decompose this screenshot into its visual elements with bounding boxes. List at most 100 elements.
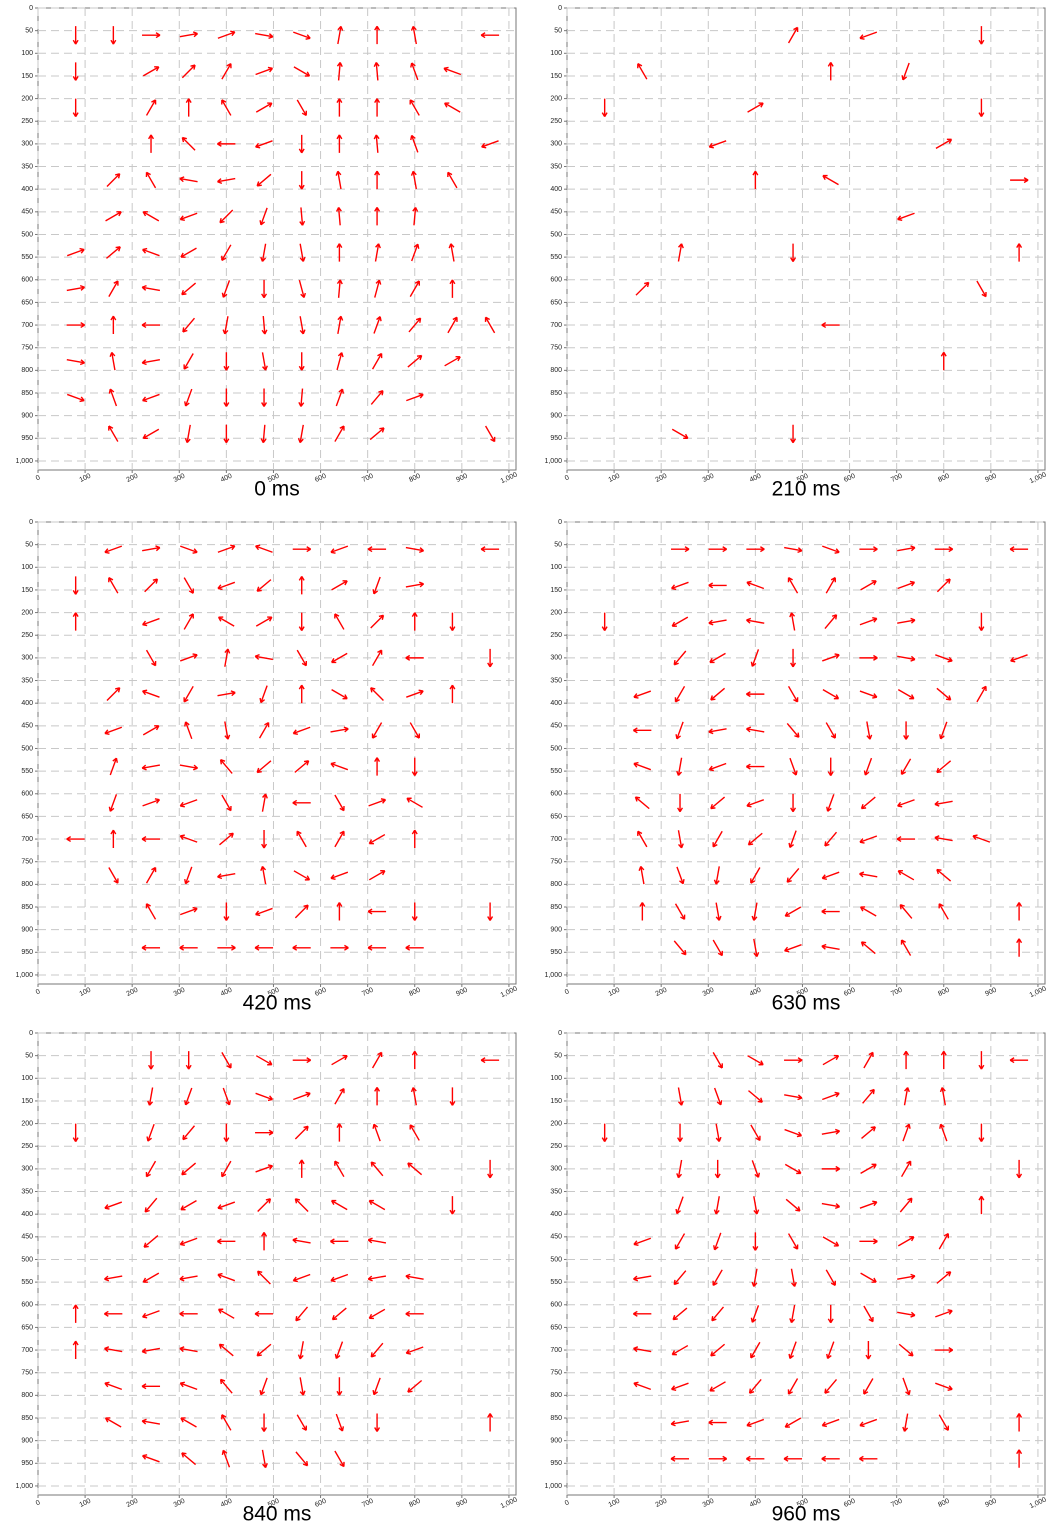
y-tick-label: 600 bbox=[550, 1302, 562, 1309]
vector-arrow bbox=[671, 428, 689, 440]
vector-arrow bbox=[601, 1123, 608, 1143]
vector-arrow bbox=[66, 836, 85, 843]
vector-arrow bbox=[217, 616, 235, 627]
vector-arrow bbox=[935, 1382, 953, 1391]
y-tick-label: 500 bbox=[550, 231, 562, 238]
y-tick-label: 400 bbox=[550, 1211, 562, 1218]
vector-arrow bbox=[142, 1310, 160, 1319]
vector-arrow bbox=[866, 721, 873, 740]
vector-arrow bbox=[750, 649, 760, 667]
vector-arrow bbox=[405, 1346, 424, 1355]
vector-arrow bbox=[145, 171, 157, 189]
vector-arrow bbox=[293, 870, 311, 881]
vector-arrow bbox=[746, 726, 765, 733]
vector-arrow bbox=[374, 98, 381, 117]
vector-arrow bbox=[104, 1275, 123, 1282]
vector-arrow bbox=[821, 1418, 840, 1428]
x-tick-label: 500 bbox=[796, 987, 810, 998]
y-tick-label: 250 bbox=[550, 632, 562, 639]
vector-arrow bbox=[181, 64, 196, 79]
vector-arrow bbox=[330, 871, 349, 880]
x-tick-label: 900 bbox=[984, 473, 998, 484]
vector-arrow bbox=[821, 322, 840, 329]
x-tick-label: 900 bbox=[455, 987, 469, 998]
vector-arrow bbox=[223, 388, 230, 407]
vector-arrow bbox=[330, 652, 348, 664]
vector-arrow bbox=[822, 689, 840, 700]
x-tick-label: 200 bbox=[655, 1498, 669, 1509]
vector-arrow bbox=[372, 1123, 381, 1142]
vector-arrow bbox=[487, 1413, 494, 1432]
x-tick-label: 400 bbox=[220, 987, 234, 998]
vector-arrow bbox=[180, 545, 198, 554]
vector-arrow bbox=[784, 546, 803, 554]
vector-arrow bbox=[217, 177, 236, 185]
vector-arrow bbox=[709, 1381, 726, 1392]
vector-arrow bbox=[934, 546, 954, 553]
vector-arrow bbox=[334, 425, 345, 442]
x-tick-label: 400 bbox=[749, 1498, 763, 1509]
vector-arrow bbox=[141, 1347, 161, 1354]
y-tick-label: 550 bbox=[550, 254, 562, 261]
vector-arrow bbox=[373, 316, 382, 334]
x-tick-label: 600 bbox=[843, 987, 857, 998]
vector-arrow bbox=[976, 685, 987, 703]
vector-arrow bbox=[789, 757, 798, 776]
vector-arrow bbox=[179, 1346, 198, 1353]
vector-arrow bbox=[141, 1383, 161, 1390]
vector-arrow bbox=[671, 1382, 689, 1391]
x-tick-label: 500 bbox=[267, 473, 281, 484]
y-tick-label: 50 bbox=[554, 1052, 562, 1059]
vector-arrow bbox=[978, 1051, 985, 1070]
vector-arrow bbox=[108, 388, 118, 407]
vector-arrow bbox=[821, 908, 840, 915]
vector-arrow bbox=[859, 654, 878, 661]
vector-arrow bbox=[72, 26, 79, 45]
vector-arrow bbox=[180, 1417, 197, 1428]
y-tick-label: 850 bbox=[550, 904, 562, 911]
vector-arrow bbox=[480, 546, 500, 553]
y-tick-label: 950 bbox=[21, 949, 33, 956]
vector-arrow bbox=[936, 868, 952, 882]
vector-arrow bbox=[179, 1237, 198, 1247]
vector-arrow bbox=[1016, 902, 1023, 921]
vector-arrow bbox=[106, 246, 121, 259]
vector-arrow bbox=[183, 577, 194, 594]
vector-arrow bbox=[746, 617, 765, 624]
y-tick-label: 200 bbox=[550, 1120, 562, 1127]
vector-arrow bbox=[410, 170, 418, 190]
vector-arrow bbox=[66, 322, 86, 329]
vector-arrow bbox=[217, 581, 236, 591]
vector-arrow bbox=[145, 903, 157, 920]
vector-arrow bbox=[221, 1449, 231, 1468]
vector-arrow bbox=[255, 66, 274, 76]
vector-arrow bbox=[752, 170, 759, 190]
vector-arrow bbox=[712, 1269, 723, 1286]
vector-arrow bbox=[899, 1197, 913, 1213]
vector-arrow bbox=[224, 721, 231, 740]
vector-arrow bbox=[863, 1305, 874, 1323]
y-tick-label: 350 bbox=[21, 677, 33, 684]
vector-arrow bbox=[859, 1455, 878, 1462]
vector-arrow bbox=[181, 136, 196, 151]
vector-arrow bbox=[783, 1455, 803, 1462]
vector-arrow bbox=[790, 1268, 797, 1287]
vector-arrow bbox=[713, 866, 720, 885]
plot-area bbox=[566, 7, 1046, 471]
y-tick-label: 0 bbox=[29, 1030, 33, 1037]
vector-arrow bbox=[142, 66, 160, 77]
vector-arrow bbox=[367, 908, 387, 915]
vector-arrow bbox=[298, 352, 305, 371]
y-tick-label: 600 bbox=[21, 791, 33, 798]
x-tick-label: 1,000 bbox=[500, 471, 519, 485]
vector-arrow bbox=[292, 944, 311, 951]
vector-arrow bbox=[637, 63, 648, 80]
x-tick-label: 500 bbox=[796, 473, 810, 484]
vector-arrow bbox=[372, 1377, 381, 1396]
x-tick-label: 700 bbox=[361, 1498, 375, 1509]
y-tick-label: 250 bbox=[21, 118, 33, 125]
vector-arrow bbox=[368, 798, 387, 807]
y-tick-label: 750 bbox=[550, 859, 562, 866]
vector-arrow bbox=[146, 1123, 155, 1142]
vector-arrow bbox=[142, 211, 160, 222]
